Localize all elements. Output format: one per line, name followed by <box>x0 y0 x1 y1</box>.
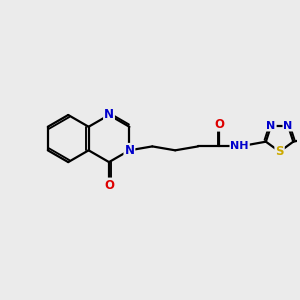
Text: S: S <box>275 145 284 158</box>
Text: O: O <box>104 178 114 191</box>
Text: NH: NH <box>230 141 249 152</box>
Text: N: N <box>284 121 293 130</box>
Text: O: O <box>214 118 224 131</box>
Text: N: N <box>266 121 276 130</box>
Text: N: N <box>124 144 134 157</box>
Text: N: N <box>104 109 114 122</box>
